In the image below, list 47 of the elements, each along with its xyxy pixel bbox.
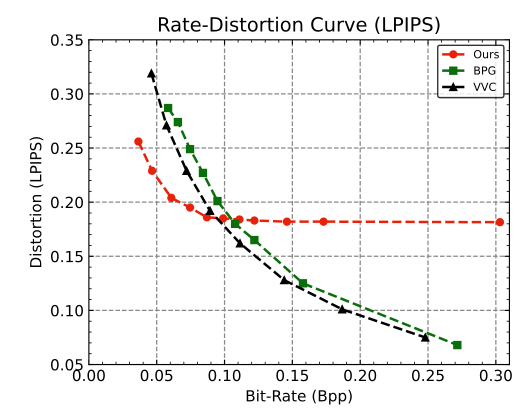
point (496, 218, 504, 226)
legend-label: BPG (474, 66, 496, 75)
y-tick-label: 0.25 (51, 142, 83, 154)
point (198, 168, 208, 178)
point (453, 340, 462, 350)
point (219, 214, 228, 223)
point (174, 118, 182, 126)
point (162, 121, 171, 130)
y-tick-label: 0.15 (51, 250, 83, 262)
x-tick-label: 0.20 (344, 370, 376, 382)
point (164, 104, 172, 112)
y-tick-label: 0.20 (51, 196, 83, 208)
x-tick-label: 0.10 (208, 370, 241, 382)
point (206, 206, 214, 215)
x-tick-label: 0.00 (72, 370, 105, 382)
chart-title: Rate-Distortion Curve (LPIPS) (159, 16, 440, 34)
point (338, 305, 346, 314)
y-tick-label: 0.30 (51, 88, 83, 100)
point (147, 69, 156, 78)
point (182, 166, 191, 175)
x-tick-label: 0.15 (276, 370, 308, 382)
point (250, 216, 259, 225)
x-axis-title: Bit-Rate (Bpp) (246, 390, 352, 405)
legend-label: Ours (474, 50, 499, 58)
point (186, 144, 194, 154)
point (202, 213, 212, 222)
x-tick-label: 0.30 (480, 370, 512, 382)
point (298, 279, 308, 288)
y-axis-title: Distortion (LPIPS) (30, 137, 44, 268)
point (250, 236, 259, 244)
point (236, 239, 244, 248)
x-tick-label: 0.25 (412, 370, 444, 382)
y-tick-label: 0.05 (51, 358, 83, 371)
point (319, 217, 328, 226)
point (148, 166, 156, 175)
point (230, 220, 240, 228)
point (167, 194, 176, 202)
x-tick-label: 0.05 (140, 370, 172, 382)
legend-label: VVC (473, 82, 496, 92)
point (421, 333, 430, 342)
y-tick-label: 0.10 (51, 304, 83, 316)
point (134, 137, 143, 146)
point (213, 196, 222, 206)
point (280, 276, 288, 284)
y-tick-label: 0.35 (51, 34, 83, 46)
point (282, 217, 292, 226)
point (186, 203, 194, 212)
